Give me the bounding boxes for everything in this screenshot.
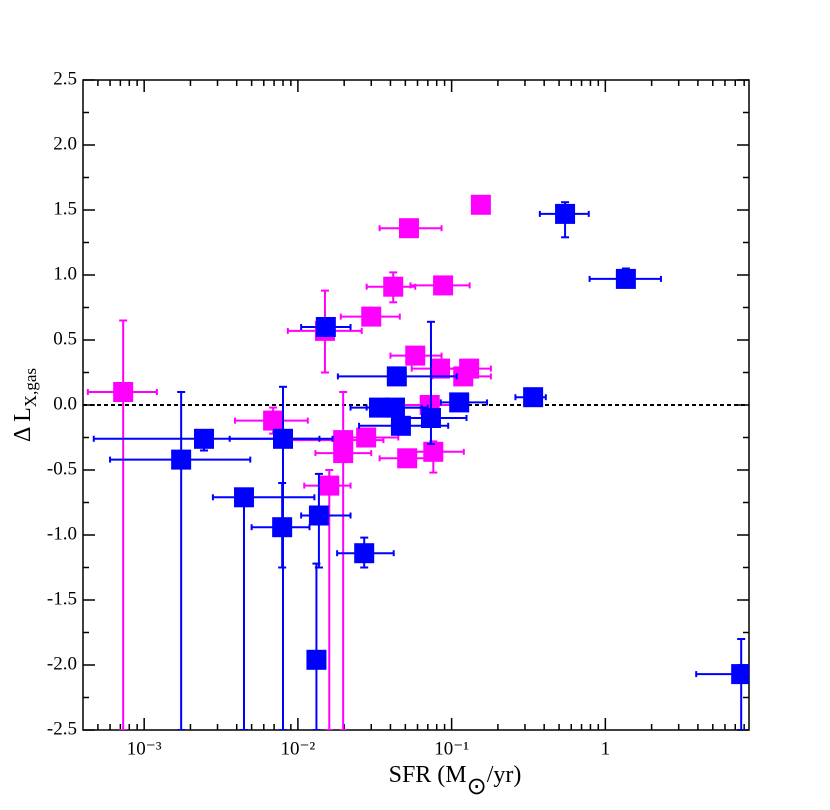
x-tick-label: 10⁻¹ bbox=[434, 738, 469, 759]
plot-area bbox=[86, 194, 749, 730]
x-tick-label: 10⁻² bbox=[281, 738, 316, 759]
x-label-end: /yr) bbox=[487, 762, 522, 788]
data-point bbox=[233, 487, 254, 508]
data-point bbox=[272, 517, 293, 538]
data-point bbox=[306, 649, 327, 670]
data-point bbox=[405, 345, 426, 366]
data-point bbox=[193, 428, 214, 449]
y-tick-label: 1.5 bbox=[53, 198, 77, 219]
data-point bbox=[319, 475, 340, 496]
y-tick-label: 1.0 bbox=[53, 263, 77, 284]
data-point bbox=[397, 448, 418, 469]
data-point bbox=[470, 194, 491, 215]
data-point bbox=[333, 443, 354, 464]
data-point bbox=[386, 366, 407, 387]
data-point bbox=[171, 449, 192, 470]
data-point bbox=[615, 268, 636, 289]
x-label-main: SFR (M bbox=[389, 762, 467, 788]
data-point bbox=[354, 543, 375, 564]
data-point bbox=[383, 276, 404, 297]
y-tick-label: 0.0 bbox=[53, 393, 77, 414]
data-point bbox=[731, 664, 749, 685]
data-point bbox=[453, 366, 474, 387]
data-point bbox=[315, 317, 336, 337]
data-point bbox=[423, 441, 444, 462]
y-tick-label: -0.5 bbox=[47, 458, 77, 479]
data-point bbox=[308, 505, 329, 526]
y-tick-label: -2.5 bbox=[47, 718, 77, 739]
y-tick-label: 2.5 bbox=[53, 68, 77, 89]
data-point bbox=[449, 392, 470, 413]
x-tick-label: 10⁻³ bbox=[127, 738, 162, 759]
data-point bbox=[555, 203, 576, 224]
data-point bbox=[272, 428, 293, 449]
x-tick-label: 1 bbox=[601, 738, 611, 759]
y-tick-label: 0.5 bbox=[53, 328, 77, 349]
data-point bbox=[420, 408, 441, 428]
data-point bbox=[263, 410, 284, 431]
data-point bbox=[361, 306, 382, 327]
y-label-main: Δ L bbox=[10, 407, 36, 442]
y-tick-label: 2.0 bbox=[53, 133, 77, 154]
data-point bbox=[384, 397, 405, 418]
data-point bbox=[113, 382, 134, 402]
y-axis-label: Δ LX,gas bbox=[10, 368, 40, 442]
data-point bbox=[356, 427, 377, 448]
x-label-sub: ⊙ bbox=[467, 774, 487, 800]
data-point bbox=[523, 387, 544, 408]
y-tick-label: -2.0 bbox=[47, 653, 77, 674]
x-axis-label: SFR (M⊙/yr) bbox=[389, 762, 522, 800]
data-point bbox=[398, 218, 419, 239]
data-point bbox=[433, 275, 454, 296]
y-tick-label: -1.0 bbox=[47, 523, 77, 544]
y-tick-label: -1.5 bbox=[47, 588, 77, 609]
y-label-sub: X,gas bbox=[21, 368, 40, 407]
data-point bbox=[390, 415, 411, 436]
